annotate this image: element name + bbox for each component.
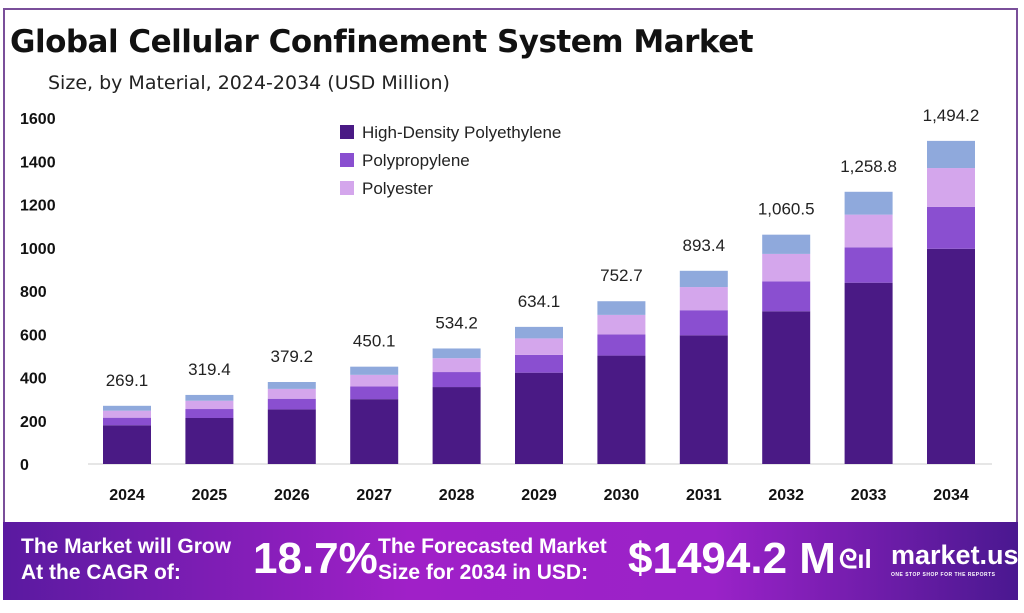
bar-segment-other-2034 bbox=[927, 140, 975, 169]
chart-title: Global Cellular Confinement System Marke… bbox=[10, 24, 754, 60]
bar-segment-high-density-polyethylene-2031 bbox=[679, 335, 728, 464]
bar-segment-polypropylene-2033 bbox=[844, 247, 893, 283]
forecast-label-line2: Size for 2034 in USD: bbox=[378, 561, 589, 584]
bar-segment-polypropylene-2032 bbox=[762, 281, 811, 312]
x-tick-label: 2031 bbox=[686, 487, 722, 504]
total-label: 634.1 bbox=[518, 292, 561, 311]
bar-segment-high-density-polyethylene-2027 bbox=[350, 399, 399, 464]
legend-swatch bbox=[340, 181, 354, 195]
y-tick-label: 1200 bbox=[20, 198, 56, 215]
bar-segment-polyester-2025 bbox=[185, 400, 234, 410]
y-tick-label: 1400 bbox=[20, 154, 56, 171]
x-tick-label: 2032 bbox=[768, 487, 804, 504]
bar-segment-high-density-polyethylene-2032 bbox=[762, 311, 811, 464]
bar-segment-other-2032 bbox=[762, 234, 811, 254]
bar-segment-other-2027 bbox=[350, 366, 399, 375]
brand-name: market.us bbox=[891, 540, 1019, 570]
x-tick-label: 2034 bbox=[933, 487, 969, 504]
total-label: 1,494.2 bbox=[923, 106, 980, 125]
brand-tagline: ONE STOP SHOP FOR THE REPORTS bbox=[891, 572, 996, 578]
cagr-label-line2: At the CAGR of: bbox=[21, 561, 181, 584]
y-tick-label: 400 bbox=[20, 371, 47, 388]
cagr-label: The Market will Grow At the CAGR of: bbox=[21, 534, 231, 586]
bar-segment-other-2026 bbox=[267, 381, 316, 389]
bar-segment-polyester-2029 bbox=[515, 338, 563, 355]
bar-segment-high-density-polyethylene-2028 bbox=[432, 387, 481, 464]
bar-segment-other-2033 bbox=[844, 191, 893, 215]
logo-icon: ᘓıl bbox=[839, 544, 872, 574]
bar-segment-polypropylene-2026 bbox=[267, 398, 316, 410]
x-tick-label: 2025 bbox=[192, 487, 228, 504]
forecast-value: $1494.2 M bbox=[628, 534, 836, 583]
bar-segment-high-density-polyethylene-2029 bbox=[515, 372, 563, 464]
bar-segment-polyester-2032 bbox=[762, 253, 811, 282]
x-tick-label: 2026 bbox=[274, 487, 310, 504]
y-tick-label: 1000 bbox=[20, 241, 56, 258]
bar-segment-other-2030 bbox=[597, 301, 646, 315]
total-label: 450.1 bbox=[353, 332, 396, 351]
bar-segment-polyester-2034 bbox=[927, 168, 975, 207]
x-tick-label: 2028 bbox=[439, 487, 475, 504]
bar-segment-other-2029 bbox=[515, 326, 563, 339]
x-tick-label: 2030 bbox=[604, 487, 640, 504]
bar-segment-polypropylene-2028 bbox=[432, 372, 481, 388]
y-tick-label: 800 bbox=[20, 284, 47, 301]
x-tick-label: 2024 bbox=[109, 487, 145, 504]
legend-label: Polyester bbox=[362, 179, 433, 198]
y-tick-label: 200 bbox=[20, 414, 47, 431]
bar-segment-polypropylene-2030 bbox=[597, 334, 646, 356]
legend-label: High-Density Polyethylene bbox=[362, 123, 561, 142]
bar-segment-high-density-polyethylene-2034 bbox=[927, 248, 975, 464]
total-label: 269.1 bbox=[106, 371, 149, 390]
bar-segment-polypropylene-2027 bbox=[350, 386, 399, 400]
bar-segment-high-density-polyethylene-2025 bbox=[185, 418, 234, 464]
total-label: 319.4 bbox=[188, 360, 231, 379]
y-tick-label: 1600 bbox=[20, 111, 56, 128]
bar-segment-other-2024 bbox=[103, 405, 151, 411]
x-tick-label: 2027 bbox=[356, 487, 392, 504]
forecast-label: The Forecasted Market Size for 2034 in US… bbox=[378, 534, 607, 586]
bar-segment-polypropylene-2031 bbox=[679, 310, 728, 336]
bar-segment-polyester-2027 bbox=[350, 374, 399, 387]
total-label: 1,060.5 bbox=[758, 200, 815, 219]
bar-segment-polyester-2031 bbox=[679, 287, 728, 311]
bar-segment-other-2028 bbox=[432, 348, 481, 359]
legend-swatch bbox=[340, 125, 354, 139]
chart-plot: 0 200 400 600 800 1000 1200 1400 1600 269.1 2024 31… bbox=[20, 106, 992, 504]
bar-segment-other-2031 bbox=[679, 270, 728, 288]
total-label: 1,258.8 bbox=[840, 157, 897, 176]
y-tick-label: 600 bbox=[20, 327, 47, 344]
bar-segment-polyester-2026 bbox=[267, 388, 316, 399]
x-tick-label: 2033 bbox=[851, 487, 887, 504]
legend-label: Polypropylene bbox=[362, 151, 470, 170]
bar-segment-polyester-2028 bbox=[432, 358, 481, 373]
total-label: 752.7 bbox=[600, 266, 643, 285]
bar-segment-high-density-polyethylene-2033 bbox=[844, 282, 893, 464]
bar-segment-polypropylene-2029 bbox=[515, 354, 563, 373]
y-tick-label: 0 bbox=[20, 457, 29, 474]
bar-segment-polyester-2033 bbox=[844, 214, 893, 248]
cagr-value: 18.7% bbox=[253, 534, 378, 583]
chart-subtitle: Size, by Material, 2024-2034 (USD Millio… bbox=[48, 72, 450, 94]
bar-segment-polyester-2030 bbox=[597, 314, 646, 335]
bar-segment-polyester-2024 bbox=[103, 410, 151, 418]
cagr-label-line1: The Market will Grow bbox=[21, 535, 232, 558]
bar-segment-high-density-polyethylene-2030 bbox=[597, 355, 646, 464]
x-tick-label: 2029 bbox=[521, 487, 557, 504]
bar-segment-other-2025 bbox=[185, 394, 234, 401]
total-label: 893.4 bbox=[683, 236, 726, 255]
bar-segment-high-density-polyethylene-2026 bbox=[267, 409, 316, 464]
legend-swatch bbox=[340, 153, 354, 167]
bar-segment-polypropylene-2034 bbox=[927, 206, 975, 249]
bar-segment-polypropylene-2025 bbox=[185, 409, 234, 419]
bar-segment-polypropylene-2024 bbox=[103, 417, 151, 426]
bar-segment-high-density-polyethylene-2024 bbox=[103, 425, 151, 464]
total-label: 379.2 bbox=[271, 347, 314, 366]
forecast-label-line1: The Forecasted Market bbox=[378, 535, 607, 558]
total-label: 534.2 bbox=[435, 313, 478, 332]
footer-banner: The Market will Grow At the CAGR of: 18.7… bbox=[3, 522, 1019, 600]
